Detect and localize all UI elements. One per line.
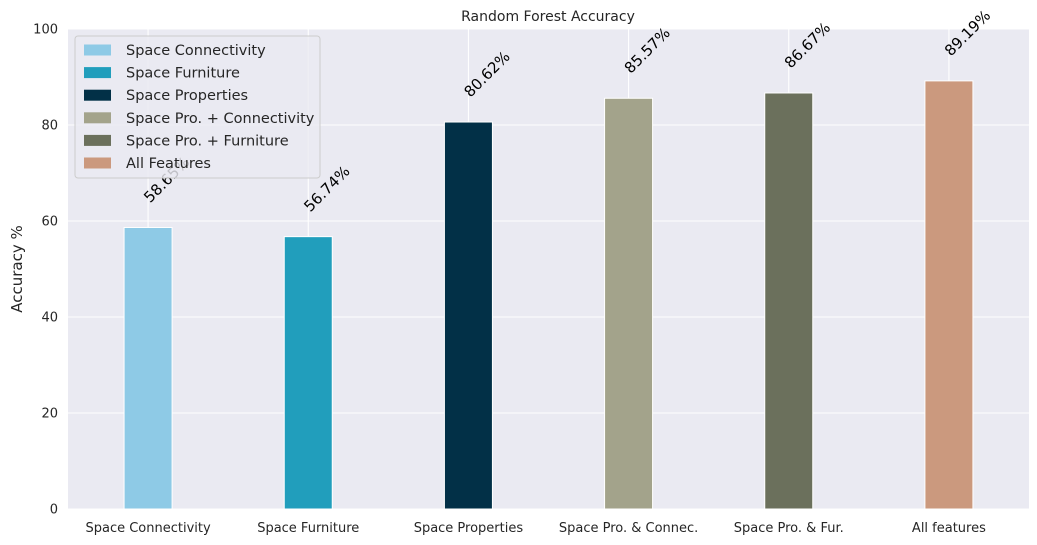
x-tick-label: Space Pro. & Fur. — [734, 521, 844, 536]
y-tick-label: 80 — [41, 119, 58, 134]
legend-swatch — [84, 89, 111, 101]
bar — [443, 121, 493, 510]
legend-label: Space Connectivity — [126, 43, 266, 59]
bar — [924, 80, 974, 510]
y-tick-label: 0 — [50, 503, 58, 518]
x-tick-label: Space Properties — [414, 521, 524, 536]
bars — [123, 80, 974, 510]
legend: Space Connectivity Space Furniture Space P… — [74, 35, 321, 179]
y-tick-label: 40 — [41, 311, 58, 326]
y-axis: 0 20 40 60 80 100 — [33, 23, 58, 518]
bar — [764, 92, 814, 510]
chart-title: Random Forest Accuracy — [461, 9, 635, 25]
x-tick-label: Space Pro. & Connec. — [559, 521, 698, 536]
bar — [123, 226, 173, 510]
y-tick-label: 20 — [41, 407, 58, 422]
bar — [283, 236, 333, 510]
legend-label: Space Pro. + Connectivity — [126, 111, 315, 127]
legend-box — [74, 35, 321, 179]
legend-swatch — [84, 157, 111, 169]
y-tick-label: 100 — [33, 23, 58, 38]
legend-label: Space Furniture — [126, 66, 240, 82]
legend-swatch — [84, 44, 111, 56]
y-tick-label: 60 — [41, 215, 58, 230]
x-tick-label: Space Furniture — [257, 521, 359, 536]
legend-label: Space Properties — [126, 88, 248, 104]
x-tick-label: All features — [912, 521, 986, 536]
legend-swatch — [84, 67, 111, 79]
y-axis-title: Accuracy % — [8, 225, 26, 313]
bar — [604, 97, 654, 510]
x-axis: Space Connectivity Space Furniture Space P… — [85, 521, 986, 536]
legend-swatch — [84, 134, 111, 146]
legend-label: Space Pro. + Furniture — [126, 133, 289, 149]
x-tick-label: Space Connectivity — [85, 521, 211, 536]
legend-swatch — [84, 112, 111, 124]
legend-label: All Features — [126, 156, 211, 172]
